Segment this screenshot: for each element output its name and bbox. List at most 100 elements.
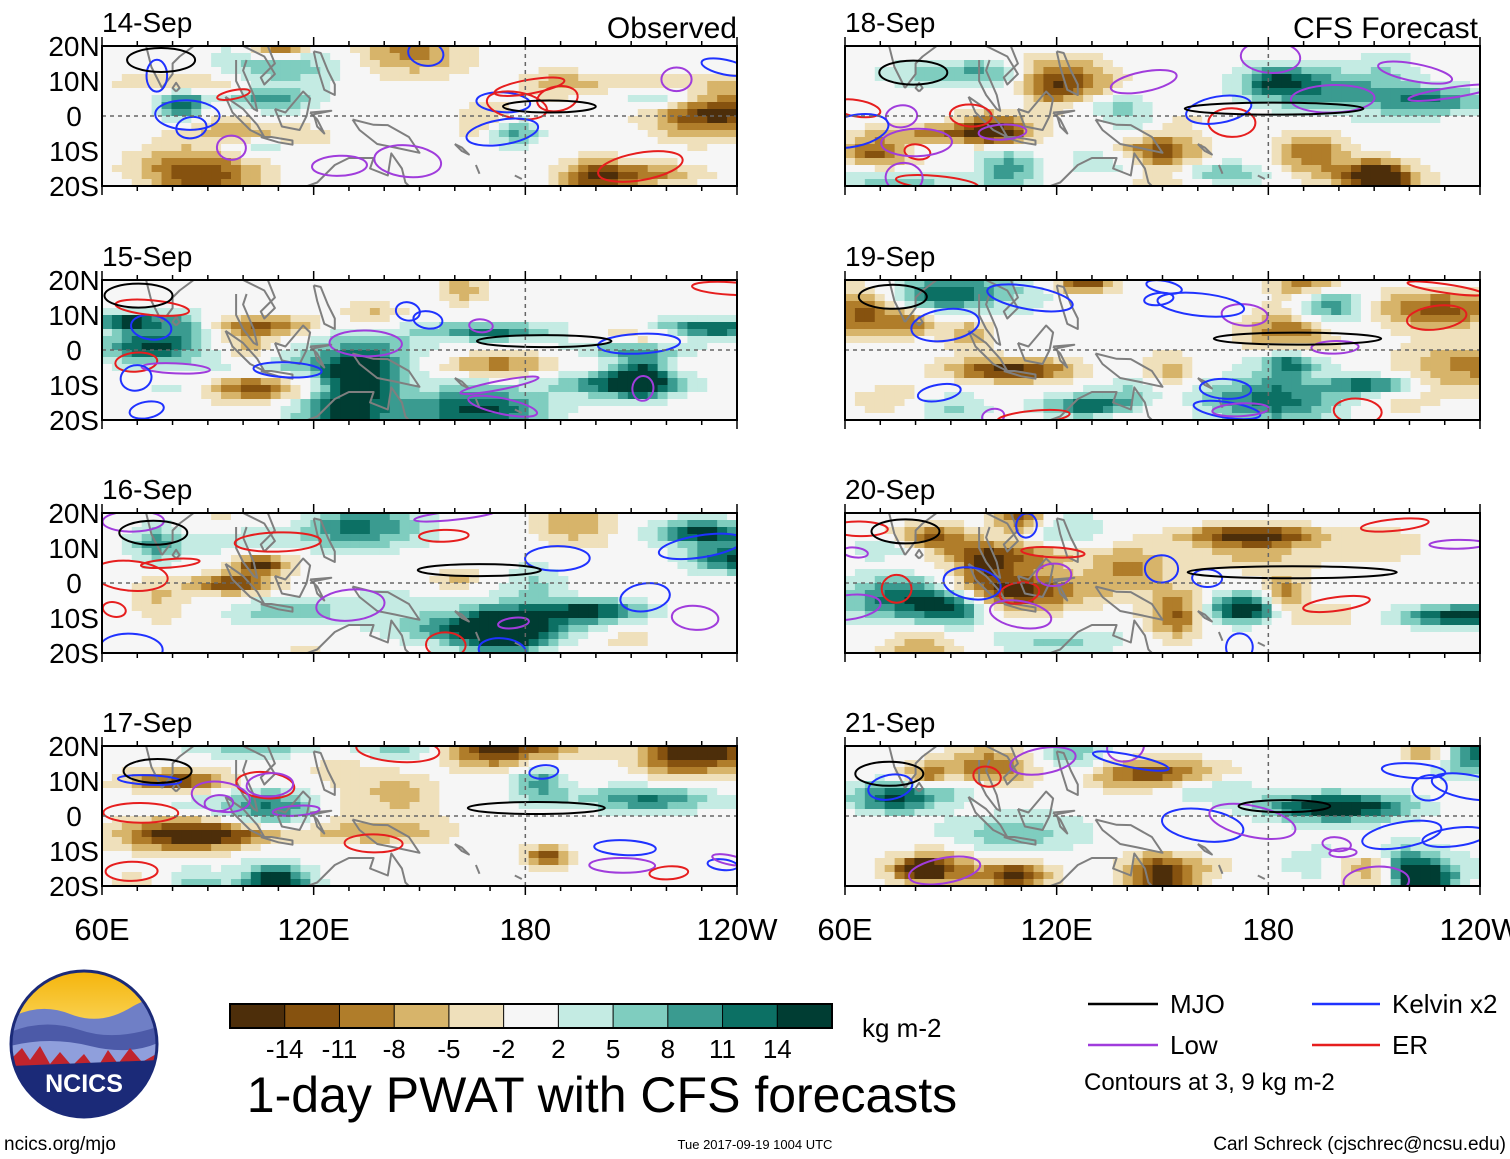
colorbar-tick-label: 14 — [763, 1034, 792, 1064]
contour-low — [1106, 746, 1145, 763]
contour-er — [691, 280, 737, 297]
colorbar-swatch — [338, 1003, 396, 1029]
coastline — [171, 315, 181, 327]
x-tick-label: 120E — [277, 912, 349, 947]
coastline — [161, 746, 195, 789]
colorbar-swatch — [393, 1003, 450, 1029]
contour-mjo — [475, 334, 613, 349]
contour-er — [894, 174, 980, 186]
contour-kelvin — [528, 764, 560, 780]
coastline — [309, 109, 333, 135]
colorbar-tick-label: -2 — [492, 1034, 515, 1064]
contour-kelvin — [412, 310, 444, 330]
contour-mjo — [103, 282, 174, 309]
forecast-column-title: CFS Forecast — [1293, 12, 1479, 45]
pwat-anomaly-field — [845, 513, 1480, 653]
contour-mjo — [1183, 101, 1365, 116]
x-tick-label: 60E — [74, 912, 129, 947]
coastline — [1217, 631, 1224, 642]
contour-low — [245, 772, 295, 798]
coastline — [1094, 585, 1164, 621]
contour-kelvin — [1161, 807, 1245, 843]
contour-mjo — [122, 758, 193, 784]
contour-er — [648, 865, 690, 881]
contour-low — [631, 375, 655, 402]
contour-kelvin — [1421, 825, 1480, 849]
coastline — [978, 293, 1002, 346]
contour-low — [1321, 836, 1352, 853]
coastline — [145, 746, 163, 789]
contour-er — [996, 408, 1071, 420]
coastline — [161, 513, 195, 556]
coastline — [1217, 864, 1224, 875]
contour-er — [233, 531, 322, 553]
panel-date-label: 16-Sep — [102, 474, 192, 505]
contour-er — [114, 351, 159, 373]
contour-mjo — [502, 99, 597, 114]
coastline — [514, 874, 523, 880]
coastline — [1197, 610, 1213, 623]
coastline — [235, 293, 259, 346]
coastline — [1197, 143, 1213, 156]
contour-low — [1310, 339, 1360, 355]
contour-low — [908, 855, 982, 886]
colorbar-swatch — [503, 1003, 560, 1029]
coastline — [242, 46, 276, 86]
coastline — [312, 50, 336, 96]
contour-mjo — [1186, 565, 1398, 580]
coastline — [904, 280, 938, 323]
coastline — [474, 631, 481, 642]
contour-low — [845, 593, 882, 622]
coastline — [888, 280, 906, 323]
x-tick-label: 60E — [817, 912, 872, 947]
contour-kelvin — [619, 582, 671, 613]
coastline — [978, 59, 1002, 112]
coastline — [1016, 324, 1055, 365]
coastline — [985, 746, 1019, 786]
pwat-anomaly-field — [845, 746, 1480, 886]
contour-low — [711, 853, 737, 867]
coastline — [1016, 90, 1055, 131]
contour-kelvin — [1380, 762, 1447, 780]
contour-low — [660, 66, 693, 93]
y-tick-label: 20N — [48, 265, 99, 296]
coastline — [1094, 118, 1164, 154]
coastline — [273, 790, 312, 831]
coastline — [904, 513, 938, 556]
logo-text: NCICS — [45, 1070, 123, 1098]
y-tick-label: 0 — [66, 335, 82, 366]
contour-kelvin — [465, 117, 540, 147]
colorbar-tick-label: -5 — [437, 1034, 460, 1064]
y-tick-label: 10N — [48, 766, 99, 797]
contour-low — [1407, 83, 1480, 102]
panel-date-label: 18-Sep — [845, 7, 935, 38]
contour-kelvin — [524, 545, 591, 572]
contour-er — [845, 520, 889, 538]
pwat-anomaly-field — [102, 513, 737, 653]
contour-kelvin — [596, 332, 682, 355]
colorbar-swatch — [667, 1003, 724, 1029]
x-tick-label: 120W — [1440, 912, 1510, 947]
y-tick-label: 10S — [49, 370, 99, 401]
coastline — [171, 548, 181, 560]
pwat-anomaly-field — [102, 746, 737, 886]
contour-er — [418, 528, 470, 543]
contour-low — [459, 375, 540, 396]
coastline — [309, 576, 333, 602]
footer-url[interactable]: ncics.org/mjo — [4, 1134, 116, 1155]
pwat-anomaly-field — [102, 280, 737, 420]
contour-kelvin — [119, 364, 153, 392]
coastline — [312, 284, 336, 330]
contour-er — [425, 631, 467, 653]
legend-label-kelvin: Kelvin x2 — [1392, 989, 1498, 1019]
contour-kelvin — [116, 774, 183, 786]
coastline — [242, 280, 276, 320]
footer-credit: Carl Schreck (cjschrec@ncsu.edu) — [1213, 1134, 1506, 1155]
coastline — [514, 408, 523, 414]
contour-er — [1359, 517, 1430, 533]
contour-low — [413, 513, 498, 523]
contour-mjo — [118, 519, 189, 546]
